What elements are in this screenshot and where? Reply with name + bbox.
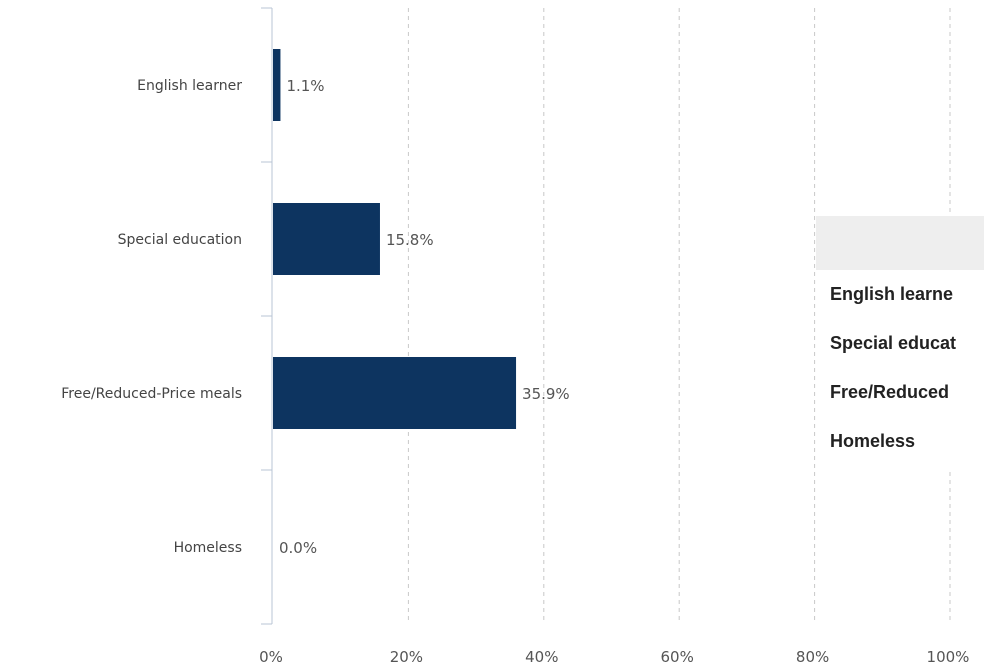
y-axis [261, 7, 273, 625]
tooltip-row-english-learner: English learne [830, 284, 954, 304]
tooltip-panel: English learne Special educat Free/Reduc… [816, 216, 984, 476]
value-label-0: 1.1% [286, 77, 324, 95]
x-tick-labels: 0% 20% 40% 60% 80% 100% [259, 648, 969, 666]
tooltip-row-free-reduced: Free/Reduced [830, 382, 950, 402]
x-tick-0pct: 0% [259, 648, 283, 666]
bars [273, 49, 517, 429]
category-labels: English learner Special education Free/Red… [61, 78, 242, 556]
tooltip-row-homeless: Homeless [830, 431, 916, 451]
category-label-2: Free/Reduced-Price meals [61, 386, 242, 402]
tooltip-row-special-education: Special educat [830, 333, 957, 353]
x-tick-20pct: 20% [390, 648, 423, 666]
tooltip-body [816, 270, 984, 470]
value-labels: 1.1% 15.8% 35.9% 0.0% [279, 77, 570, 557]
grid-lines [407, 8, 951, 624]
x-tick-60pct: 60% [661, 648, 694, 666]
x-tick-100pct: 100% [927, 648, 970, 666]
tooltip-header [816, 216, 984, 270]
bar-2 [273, 357, 517, 429]
category-label-0: English learner [137, 78, 242, 94]
category-label-3: Homeless [174, 540, 242, 556]
x-tick-80pct: 80% [796, 648, 829, 666]
category-label-1: Special education [118, 232, 242, 248]
value-label-3: 0.0% [279, 539, 317, 557]
bar-0 [273, 49, 281, 121]
bar-1 [273, 203, 380, 275]
x-tick-40pct: 40% [525, 648, 558, 666]
value-label-2: 35.9% [522, 385, 570, 403]
value-label-1: 15.8% [386, 231, 434, 249]
